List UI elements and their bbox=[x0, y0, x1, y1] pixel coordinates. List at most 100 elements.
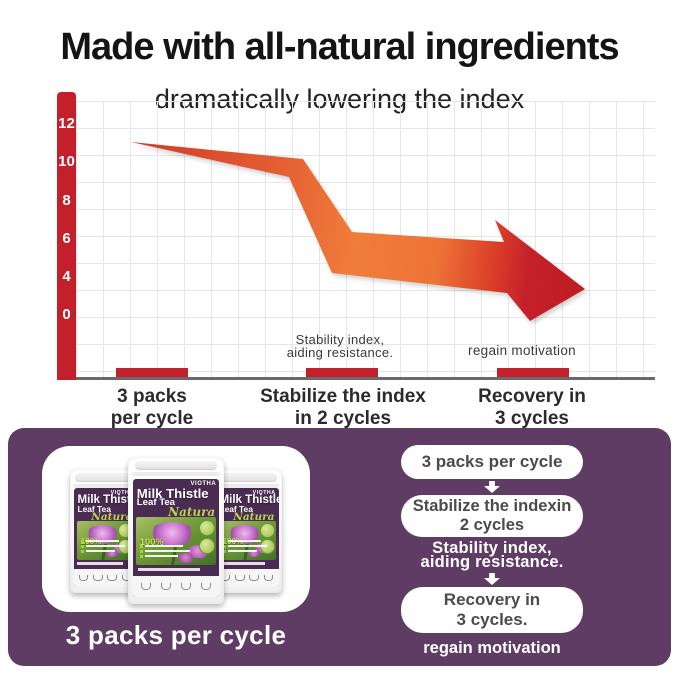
brand-name: VIOTHA bbox=[110, 489, 134, 496]
text-placeholder bbox=[144, 545, 184, 548]
pouch-seal bbox=[134, 461, 218, 470]
thistle-flower-icon bbox=[85, 525, 119, 545]
flow-step-3: Recovery in 3 cycles. bbox=[401, 587, 583, 633]
y-tick-label: 8 bbox=[62, 192, 71, 209]
y-tick-label: 4 bbox=[62, 268, 71, 285]
check-icon bbox=[139, 554, 143, 558]
green-badge-icon bbox=[259, 523, 275, 538]
thistle-flower-icon bbox=[248, 549, 261, 558]
thistle-flower-icon bbox=[227, 525, 261, 545]
x-axis-marker bbox=[116, 368, 188, 377]
pouch-seal bbox=[131, 472, 221, 476]
natura-script: Natura bbox=[233, 510, 275, 523]
feature-checklist bbox=[80, 539, 126, 555]
cup-icon bbox=[78, 574, 89, 582]
green-badge-icon bbox=[198, 537, 216, 555]
x-category-label: Stabilize the index in 2 cycles bbox=[260, 386, 426, 430]
text-placeholder bbox=[144, 555, 179, 558]
cup-icon bbox=[200, 582, 212, 591]
brewing-instructions bbox=[132, 576, 220, 597]
card-caption: 3 packs per cycle bbox=[65, 620, 287, 650]
checklist-row bbox=[139, 549, 191, 553]
feature-checklist bbox=[139, 544, 191, 560]
cup-icon bbox=[140, 582, 152, 591]
product-label: VIOTHA Milk Thistle Leaf Tea Natura 100% bbox=[132, 479, 220, 597]
pouch-seal bbox=[216, 473, 278, 482]
steps-flowchart: 3 packs per cycle Stabilize the indexin … bbox=[392, 445, 592, 658]
check-icon bbox=[139, 549, 143, 553]
product-label: VIOTHA Milk Thistle Leaf Tea Natura 100% bbox=[73, 487, 137, 587]
flow-step-1: 3 packs per cycle bbox=[401, 445, 583, 479]
checklist-row bbox=[80, 539, 126, 543]
check-icon bbox=[139, 544, 143, 548]
pouch-seal bbox=[72, 484, 138, 488]
text-placeholder bbox=[227, 540, 262, 543]
x-label-line: 3 packs bbox=[117, 386, 187, 407]
annotation-motivation: regain motivation bbox=[468, 343, 576, 358]
net-weight-placeholder bbox=[77, 561, 123, 565]
arrow-down-icon bbox=[484, 481, 500, 493]
summary-panel: VIOTHA Milk Thistle Leaf Tea Natura 100% bbox=[8, 428, 671, 666]
natura-script: Natura bbox=[168, 505, 216, 520]
product-variant: Leaf Tea bbox=[219, 503, 253, 514]
annotation-line: aiding resistance. bbox=[286, 344, 394, 360]
y-tick-label: 6 bbox=[62, 230, 71, 247]
product-card: VIOTHA Milk Thistle Leaf Tea Natura 100% bbox=[42, 446, 310, 612]
y-tick-label: 0 bbox=[62, 306, 71, 323]
brand-name: VIOTHA bbox=[190, 481, 217, 488]
thistle-flower-icon bbox=[148, 522, 196, 547]
check-icon bbox=[80, 539, 84, 543]
checklist-row bbox=[222, 549, 268, 553]
y-axis-bar: 12 10 8 6 4 0 bbox=[57, 92, 76, 380]
product-variant: Leaf Tea bbox=[77, 503, 111, 514]
x-label-line: Recovery in bbox=[478, 386, 586, 407]
y-tick-label: 10 bbox=[58, 153, 75, 170]
checklist-row bbox=[222, 544, 268, 548]
brand-name: VIOTHA bbox=[252, 489, 276, 496]
x-category-label: 3 packs per cycle bbox=[111, 386, 193, 430]
pouch-seal bbox=[74, 473, 136, 482]
x-axis-marker bbox=[497, 368, 569, 377]
text-placeholder bbox=[85, 550, 115, 553]
percent-badge: 100% bbox=[139, 536, 164, 547]
flow-step-text: Recovery in bbox=[443, 590, 541, 609]
checklist-row bbox=[222, 539, 268, 543]
cup-icon bbox=[93, 574, 103, 582]
flow-step-text: Stabilize the indexin bbox=[412, 497, 572, 515]
check-icon bbox=[80, 544, 84, 548]
brewing-instructions bbox=[73, 568, 137, 587]
thistle-flower-icon bbox=[177, 553, 196, 563]
product-name: Milk Thistle bbox=[77, 493, 137, 506]
x-axis-marker bbox=[306, 368, 378, 377]
check-icon bbox=[222, 544, 226, 548]
x-label-line: per cycle bbox=[110, 408, 194, 429]
y-tick-label: 12 bbox=[58, 115, 75, 132]
text-placeholder bbox=[144, 550, 191, 553]
check-icon bbox=[222, 549, 226, 553]
annotation-stability: Stability index, aiding resistance. bbox=[286, 332, 394, 360]
text-placeholder bbox=[85, 540, 120, 543]
checklist-row bbox=[139, 554, 191, 558]
flow-note-stability: Stability index, aiding resistance. bbox=[421, 540, 564, 571]
cup-icon bbox=[263, 574, 274, 582]
cup-icon bbox=[160, 582, 172, 591]
x-label-line: 3 cycles bbox=[495, 408, 569, 429]
text-placeholder bbox=[227, 545, 268, 548]
flow-step-text: 3 packs per cycle bbox=[421, 452, 563, 471]
cup-icon bbox=[249, 574, 259, 582]
arrow-down-icon bbox=[484, 573, 500, 585]
product-name: Milk Thistle bbox=[219, 493, 279, 506]
page-title: Made with all-natural ingredients bbox=[60, 26, 619, 68]
annotation-line: Stability index, bbox=[295, 332, 385, 347]
net-weight-placeholder bbox=[219, 561, 265, 565]
flow-step-2: Stabilize the indexin 2 cycles bbox=[401, 495, 583, 537]
cup-icon bbox=[180, 582, 192, 591]
thistle-photo: 100% bbox=[76, 521, 134, 560]
x-label-line: in 2 cycles bbox=[294, 408, 392, 429]
thistle-flower-icon bbox=[106, 549, 119, 558]
x-category-label: Recovery in 3 cycles bbox=[478, 386, 586, 430]
x-axis-line bbox=[57, 377, 655, 380]
product-variant: Leaf Tea bbox=[136, 497, 176, 509]
x-label-line: Stabilize the index bbox=[260, 386, 426, 407]
